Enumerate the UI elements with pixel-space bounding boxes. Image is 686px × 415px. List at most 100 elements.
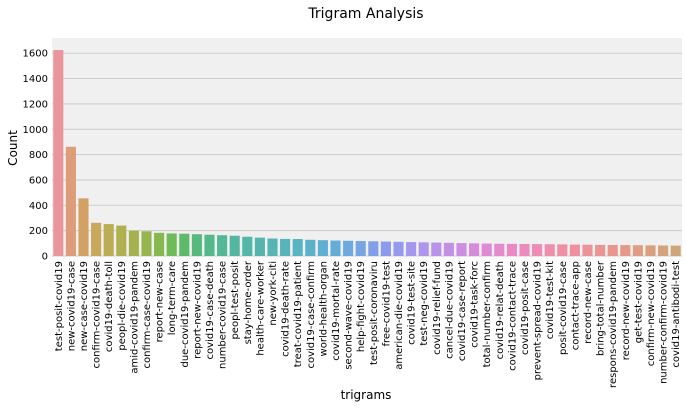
bar — [280, 238, 291, 256]
bar — [179, 233, 190, 256]
y-tick-label: 800 — [29, 150, 48, 161]
bar — [418, 242, 429, 256]
x-tick-label: world-health-organ — [318, 261, 329, 356]
bar — [166, 233, 177, 256]
x-tick-label: record-new-case — [583, 261, 594, 344]
bar — [128, 230, 139, 256]
x-tick-label: covid19-relat-death — [495, 261, 506, 359]
bar — [65, 146, 76, 256]
x-tick-label: help-fight-covid19 — [356, 261, 367, 352]
x-tick-label: covid19-death-rate — [281, 261, 292, 357]
x-tick-label: number-confirm-covid19 — [659, 261, 670, 384]
y-tick-label: 1000 — [23, 125, 48, 136]
x-tick-label: treat-covid19-patient — [293, 261, 304, 367]
y-tick-label: 1200 — [23, 99, 48, 110]
chart-title: Trigram Analysis — [307, 6, 423, 22]
bar — [506, 243, 517, 256]
bar — [380, 241, 391, 256]
bar — [368, 241, 379, 256]
bar — [494, 243, 505, 256]
bar — [204, 234, 215, 256]
bar — [141, 231, 152, 256]
bar — [393, 241, 404, 256]
bar — [582, 244, 593, 256]
x-tick-label: covid19-death-toll — [104, 261, 115, 352]
plot-background — [52, 38, 682, 256]
x-tick-label: amid-covid19-pandem — [129, 261, 140, 374]
y-axis-title: Count — [6, 130, 20, 166]
bar — [116, 225, 127, 256]
x-tick-labels: test-posit-covid19 new-covid19-case new-ca… — [54, 260, 682, 388]
x-tick-label: covid19-case-death — [205, 261, 216, 359]
x-tick-label: new-case-covid19 — [79, 261, 90, 351]
bar — [620, 245, 631, 256]
x-tick-label: long-term-care — [167, 261, 178, 335]
bar — [242, 236, 253, 256]
bar — [595, 244, 606, 256]
x-tick-label: covid19-antibodi-test — [671, 261, 682, 368]
bar — [406, 242, 417, 256]
x-tick-label: covid19-posit-case — [520, 261, 531, 355]
bar — [217, 235, 228, 256]
y-tick-label: 0 — [42, 252, 48, 263]
x-tick-label: covid19-case-confirm — [306, 261, 317, 369]
bar — [645, 245, 656, 256]
x-tick-label: peopl-test-posit — [230, 261, 241, 340]
bar — [292, 239, 303, 256]
x-axis-title: trigrams — [341, 388, 392, 402]
bars — [53, 50, 681, 257]
x-tick-label: test-posit-coronaviru — [369, 261, 380, 365]
x-tick-label: cancel-due-covid19 — [444, 261, 455, 359]
x-tick-label: get-test-covid19 — [633, 261, 644, 343]
bar — [267, 238, 278, 256]
bar — [330, 240, 341, 256]
bar — [103, 224, 114, 256]
x-tick-label: second-wave-covid19 — [344, 261, 355, 370]
x-tick-label: record-new-covid19 — [621, 261, 632, 360]
y-tick-label: 200 — [29, 226, 48, 237]
x-tick-label: report-new-covid19 — [192, 261, 203, 359]
bar — [670, 245, 681, 256]
y-tick-labels: 0 200 400 600 800 1000 1200 1400 1600 — [23, 49, 48, 263]
x-tick-label: confirm-case-covid19 — [142, 261, 153, 369]
bar — [305, 239, 316, 256]
bar — [91, 222, 102, 256]
bar — [481, 243, 492, 256]
gridlines — [52, 52, 682, 257]
x-tick-label: covid19-mortal-rate — [331, 261, 342, 361]
x-tick-label: new-york-citi — [268, 261, 279, 326]
x-tick-label: test-neg-covid19 — [419, 261, 430, 346]
y-tick-label: 1600 — [23, 49, 48, 60]
bar — [569, 244, 580, 256]
bar — [229, 235, 240, 256]
x-tick-label: covid19-test-kit — [545, 261, 556, 339]
x-tick-label: prevent-spread-covid19 — [533, 261, 544, 380]
x-tick-label: stay-home-order — [243, 260, 254, 344]
x-tick-label: confirm-new-covid19 — [646, 261, 657, 366]
bar — [355, 241, 366, 256]
x-tick-label: covid19-relief-fund — [432, 261, 443, 355]
x-tick-label: number-covid19-case — [218, 261, 229, 369]
x-tick-label: test-posit-covid19 — [54, 261, 65, 351]
x-tick-label: covid19-task-forc — [470, 261, 481, 348]
x-tick-label: peopl-die-covid19 — [117, 261, 128, 351]
x-tick-label: free-covid19-test — [381, 261, 392, 347]
bar — [456, 243, 467, 256]
y-tick-label: 600 — [29, 175, 48, 186]
x-tick-label: american-die-covid19 — [394, 261, 405, 370]
x-tick-label: health-care-worker — [255, 260, 266, 356]
bar — [658, 245, 669, 256]
bar — [443, 242, 454, 256]
bar — [544, 244, 555, 256]
y-tick-label: 400 — [29, 201, 48, 212]
bar — [519, 243, 530, 256]
x-tick-label: contact-trace-app — [570, 261, 581, 350]
bar — [431, 242, 442, 256]
bar — [343, 240, 354, 256]
x-tick-label: new-covid19-case — [66, 261, 77, 351]
bar — [254, 237, 265, 256]
x-tick-label: covid19-case-report — [457, 261, 468, 361]
bar — [532, 244, 543, 256]
x-tick-label: total-number-confirm — [482, 261, 493, 367]
